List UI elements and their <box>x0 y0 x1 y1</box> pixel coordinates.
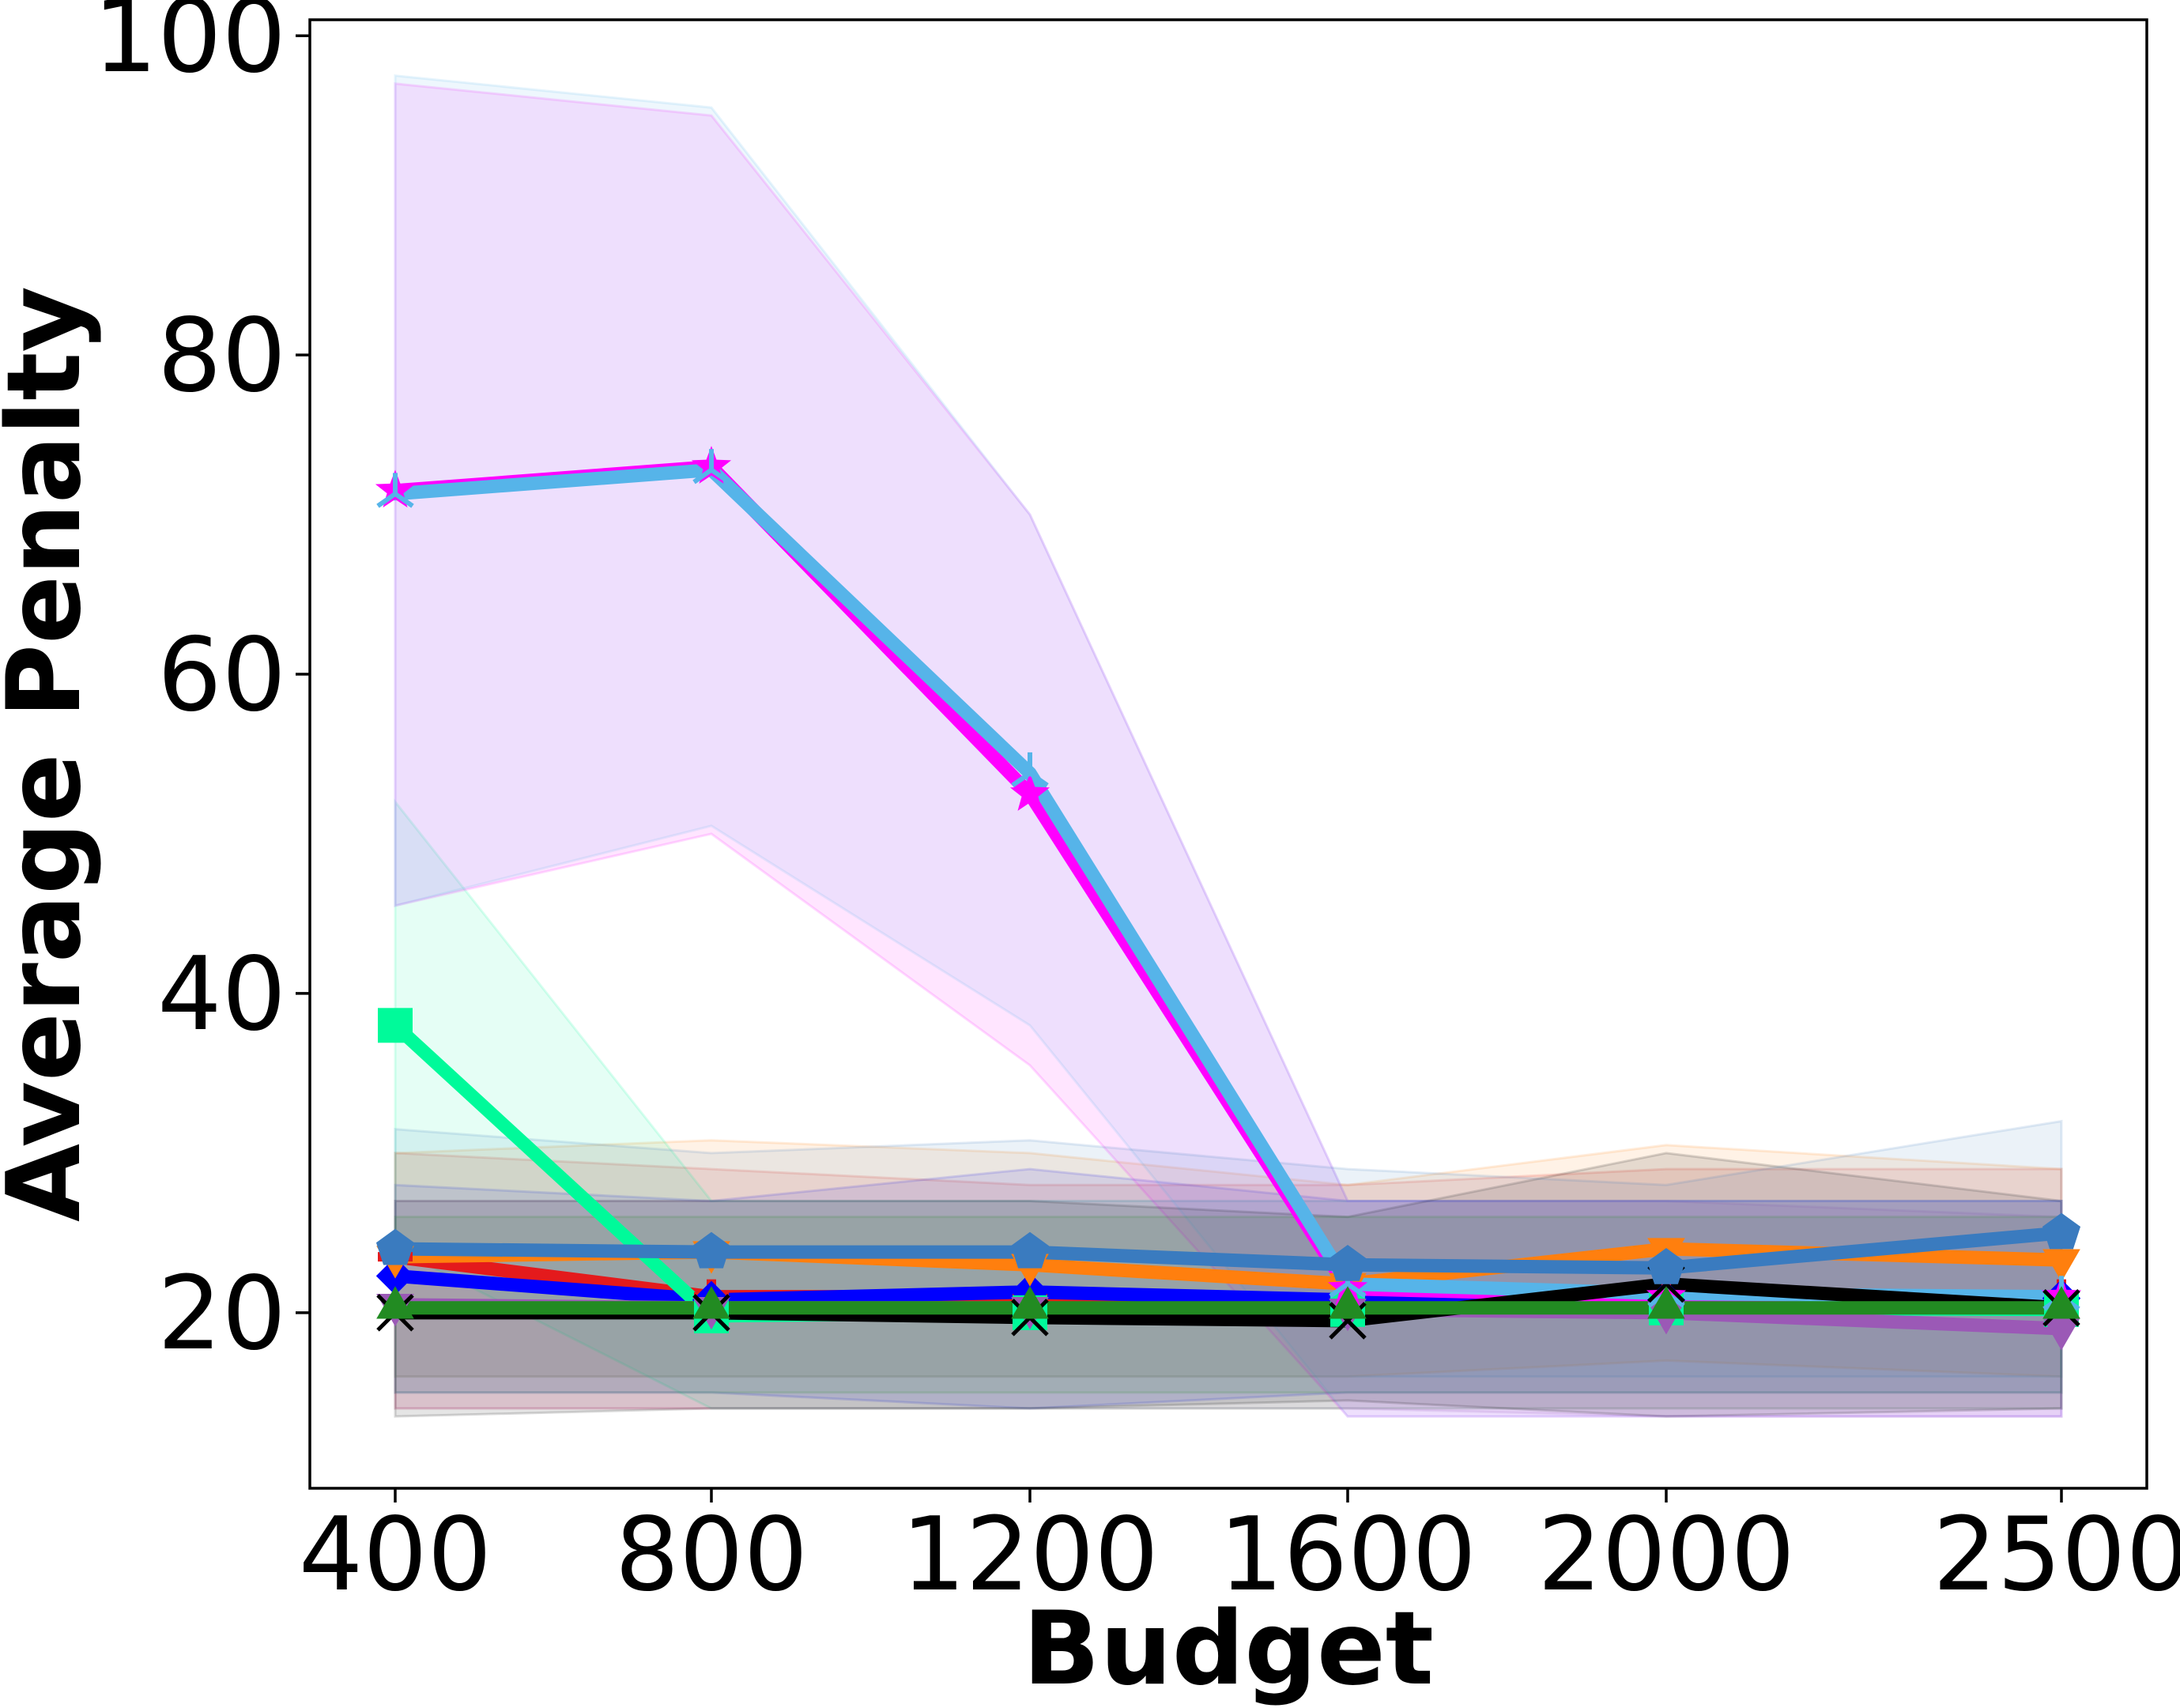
series-10-point-6 <box>2042 1286 2080 1319</box>
confidence-band-2 <box>394 1167 2063 1410</box>
x-tick-label-3: 1200 <box>901 1496 1159 1614</box>
x-tick-label-5: 2000 <box>1537 1496 1795 1614</box>
series-7-point-2 <box>692 449 730 484</box>
x-tick-label-6: 2500 <box>1933 1496 2180 1614</box>
series-9-point-4 <box>1328 1244 1367 1281</box>
series-10-point-2 <box>692 1286 730 1319</box>
y-tick-label-3: 60 <box>157 616 286 734</box>
series-5-point-6 <box>2042 1318 2080 1351</box>
confidence-band-8 <box>394 1152 2063 1418</box>
y-tick-label-5: 100 <box>93 0 286 96</box>
series-9-point-3 <box>1010 1231 1050 1269</box>
series-9-point-6 <box>2042 1212 2081 1250</box>
confidence-band-7 <box>394 74 2063 1418</box>
series-4-point-1 <box>378 1008 413 1043</box>
x-tick-label-2: 800 <box>615 1496 808 1614</box>
y-tick-label-2: 40 <box>157 936 286 1054</box>
series-3-point-6 <box>2042 1249 2080 1282</box>
series-7-point-1 <box>376 473 414 508</box>
x-axis-title: Budget <box>1023 1590 1434 1708</box>
y-tick-label-1: 20 <box>157 1255 286 1373</box>
series-7-point-3 <box>1011 752 1049 788</box>
x-axis-ticks: 400 800 1200 1600 2000 2500 <box>299 1488 2180 1614</box>
series-10-point-4 <box>1329 1286 1367 1319</box>
y-tick-label-4: 80 <box>157 297 286 415</box>
confidence-band-6 <box>394 82 2063 1418</box>
series-9-point-1 <box>375 1228 415 1265</box>
x-tick-label-1: 400 <box>299 1496 492 1614</box>
x-tick-label-4: 1600 <box>1219 1496 1477 1614</box>
series-10-point-3 <box>1011 1286 1049 1319</box>
series-9-point-2 <box>692 1231 731 1269</box>
y-axis-ticks: 20 40 60 80 100 <box>93 0 310 1373</box>
series-line-9 <box>388 1226 2069 1275</box>
series-10-point-5 <box>1647 1286 1685 1319</box>
series-markers <box>375 446 2082 1351</box>
y-axis-title: Average Penalty <box>0 286 104 1222</box>
series-9-point-5 <box>1646 1248 1686 1284</box>
series-lines <box>388 459 2069 1336</box>
plot-frame <box>308 18 2148 1490</box>
series-10-point-1 <box>376 1286 414 1319</box>
series-6-point-3 <box>1009 773 1050 811</box>
